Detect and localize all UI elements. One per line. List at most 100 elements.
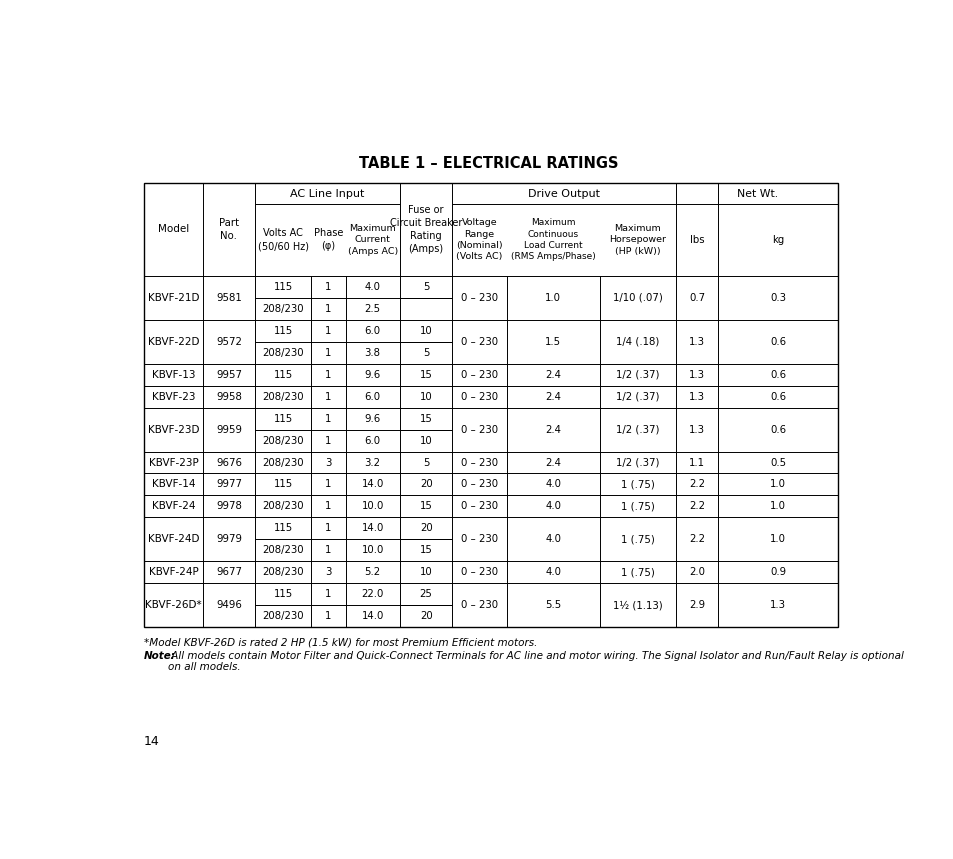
Text: Volts AC
(50/60 Hz): Volts AC (50/60 Hz) <box>257 228 309 251</box>
Text: 10.0: 10.0 <box>361 502 383 511</box>
Text: 10: 10 <box>419 436 432 446</box>
Text: 15: 15 <box>419 413 432 423</box>
Text: 115: 115 <box>274 479 293 490</box>
Text: Model: Model <box>157 224 189 235</box>
Text: 9496: 9496 <box>215 600 242 611</box>
Text: 1.3: 1.3 <box>770 600 785 611</box>
Text: 1: 1 <box>325 589 332 600</box>
Text: KBVF-14: KBVF-14 <box>152 479 195 490</box>
Text: 25: 25 <box>419 589 432 600</box>
Text: AC Line Input: AC Line Input <box>290 189 364 198</box>
Text: 0 – 230: 0 – 230 <box>460 293 497 302</box>
Text: 6.0: 6.0 <box>364 436 380 446</box>
Text: KBVF-23P: KBVF-23P <box>149 458 198 467</box>
Text: KBVF-26D*: KBVF-26D* <box>145 600 202 611</box>
Text: 5: 5 <box>422 458 429 467</box>
Text: 14: 14 <box>144 734 160 747</box>
Text: Voltage
Range
(Nominal)
(Volts AC): Voltage Range (Nominal) (Volts AC) <box>456 218 502 261</box>
Text: 10.0: 10.0 <box>361 545 383 556</box>
Text: 208/230: 208/230 <box>262 458 304 467</box>
Text: 4.0: 4.0 <box>364 282 380 291</box>
Text: 9.6: 9.6 <box>364 369 380 380</box>
Text: 1.3: 1.3 <box>688 392 704 401</box>
Text: 1.0: 1.0 <box>770 534 785 545</box>
Text: 5: 5 <box>422 348 429 357</box>
Text: 1: 1 <box>325 413 332 423</box>
Text: Maximum
Horsepower
(HP (kW)): Maximum Horsepower (HP (kW)) <box>609 224 665 256</box>
Text: KBVF-24: KBVF-24 <box>152 502 195 511</box>
Text: TABLE 1 – ELECTRICAL RATINGS: TABLE 1 – ELECTRICAL RATINGS <box>358 156 618 172</box>
Text: 5.5: 5.5 <box>544 600 560 611</box>
Text: 208/230: 208/230 <box>262 348 304 357</box>
Text: 4.0: 4.0 <box>545 534 560 545</box>
Text: 1: 1 <box>325 502 332 511</box>
Text: Drive Output: Drive Output <box>528 189 599 198</box>
Text: 9677: 9677 <box>215 568 242 577</box>
Text: 0 – 230: 0 – 230 <box>460 479 497 490</box>
Text: 0 – 230: 0 – 230 <box>460 600 497 611</box>
Text: 0.6: 0.6 <box>769 369 785 380</box>
Text: 10: 10 <box>419 392 432 401</box>
Text: 1.0: 1.0 <box>770 479 785 490</box>
Text: 14.0: 14.0 <box>361 479 383 490</box>
Text: 115: 115 <box>274 282 293 291</box>
Text: 208/230: 208/230 <box>262 545 304 556</box>
Text: 115: 115 <box>274 589 293 600</box>
Text: 1/2 (.37): 1/2 (.37) <box>616 424 659 435</box>
Text: 0.5: 0.5 <box>769 458 785 467</box>
Text: Net Wt.: Net Wt. <box>736 189 777 198</box>
Text: 9676: 9676 <box>215 458 242 467</box>
Text: 208/230: 208/230 <box>262 392 304 401</box>
Text: 1: 1 <box>325 392 332 401</box>
Text: 2.4: 2.4 <box>545 424 560 435</box>
Text: Part
No.: Part No. <box>218 218 238 241</box>
Text: 5: 5 <box>422 282 429 291</box>
Text: 1: 1 <box>325 545 332 556</box>
Text: 2.2: 2.2 <box>688 534 704 545</box>
Text: lbs: lbs <box>689 235 703 245</box>
Text: 20: 20 <box>419 479 432 490</box>
Text: 22.0: 22.0 <box>361 589 383 600</box>
Text: 1.3: 1.3 <box>688 424 704 435</box>
Text: 2.0: 2.0 <box>688 568 704 577</box>
Text: 3: 3 <box>325 458 332 467</box>
Text: 2.5: 2.5 <box>364 303 380 314</box>
Text: 9572: 9572 <box>215 337 242 346</box>
Text: 208/230: 208/230 <box>262 303 304 314</box>
Text: 9581: 9581 <box>215 293 241 302</box>
Text: 5.2: 5.2 <box>364 568 380 577</box>
Text: 20: 20 <box>419 523 432 533</box>
Text: 115: 115 <box>274 369 293 380</box>
Text: 1/10 (.07): 1/10 (.07) <box>612 293 662 302</box>
Text: Maximum
Current
(Amps AC): Maximum Current (Amps AC) <box>347 224 397 256</box>
Text: *Model KBVF-26D is rated 2 HP (1.5 kW) for most Premium Efficient motors.: *Model KBVF-26D is rated 2 HP (1.5 kW) f… <box>144 637 537 648</box>
Text: 0 – 230: 0 – 230 <box>460 337 497 346</box>
Text: 6.0: 6.0 <box>364 326 380 336</box>
Text: 1.1: 1.1 <box>688 458 704 467</box>
Text: 6.0: 6.0 <box>364 392 380 401</box>
Text: 115: 115 <box>274 326 293 336</box>
Text: 9977: 9977 <box>215 479 242 490</box>
Text: Maximum
Continuous
Load Current
(RMS Amps/Phase): Maximum Continuous Load Current (RMS Amp… <box>511 218 595 261</box>
Text: 1 (.75): 1 (.75) <box>620 534 654 545</box>
Text: KBVF-24D: KBVF-24D <box>148 534 199 545</box>
Text: 2.4: 2.4 <box>545 369 560 380</box>
Text: 1.3: 1.3 <box>688 369 704 380</box>
Text: 1.0: 1.0 <box>545 293 560 302</box>
Text: 0 – 230: 0 – 230 <box>460 502 497 511</box>
Text: 3.2: 3.2 <box>364 458 380 467</box>
Text: 1: 1 <box>325 369 332 380</box>
Text: 9957: 9957 <box>215 369 242 380</box>
Text: 1/4 (.18): 1/4 (.18) <box>616 337 659 346</box>
Text: KBVF-13: KBVF-13 <box>152 369 195 380</box>
Text: 1.3: 1.3 <box>688 337 704 346</box>
Text: 9978: 9978 <box>215 502 242 511</box>
Text: 115: 115 <box>274 523 293 533</box>
Text: KBVF-22D: KBVF-22D <box>148 337 199 346</box>
Text: 1: 1 <box>325 282 332 291</box>
Text: 0.9: 0.9 <box>769 568 785 577</box>
Text: 3: 3 <box>325 568 332 577</box>
Text: KBVF-23D: KBVF-23D <box>148 424 199 435</box>
Text: 20: 20 <box>419 612 432 621</box>
Text: 1: 1 <box>325 436 332 446</box>
